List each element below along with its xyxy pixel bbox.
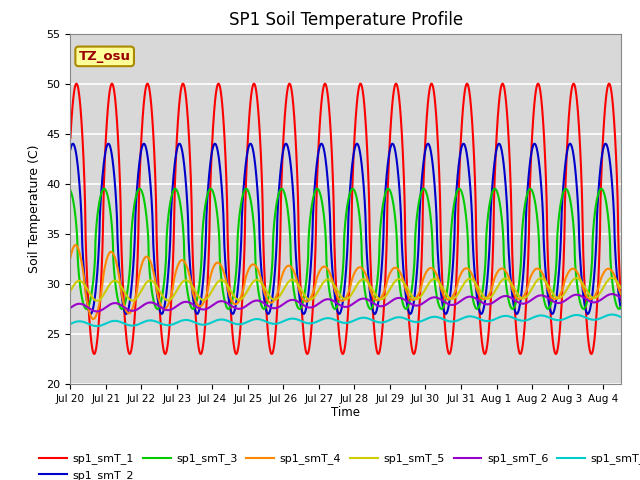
Line: sp1_smT_1: sp1_smT_1	[70, 84, 621, 354]
sp1_smT_3	[615, 306, 623, 312]
Line: sp1_smT_3: sp1_smT_3	[70, 189, 621, 309]
sp1_smT_6	[93, 309, 100, 314]
Y-axis label: Soil Temperature (C): Soil Temperature (C)	[28, 144, 41, 273]
Line: sp1_smT_7: sp1_smT_7	[70, 314, 621, 326]
sp1_smT_1	[67, 135, 74, 141]
sp1_smT_4	[72, 242, 79, 248]
Line: sp1_smT_6: sp1_smT_6	[70, 294, 621, 312]
sp1_smT_7	[166, 322, 174, 328]
sp1_smT_6	[424, 297, 432, 302]
sp1_smT_6	[166, 307, 174, 312]
sp1_smT_4	[277, 276, 285, 282]
sp1_smT_6	[67, 305, 74, 311]
sp1_smT_5	[477, 290, 485, 296]
sp1_smT_2	[424, 141, 432, 147]
sp1_smT_5	[67, 288, 74, 294]
sp1_smT_3	[67, 188, 74, 193]
sp1_smT_7	[519, 318, 527, 324]
sp1_smT_3	[424, 199, 432, 204]
sp1_smT_5	[617, 285, 625, 291]
sp1_smT_3	[477, 296, 485, 302]
sp1_smT_1	[424, 95, 432, 101]
Line: sp1_smT_4: sp1_smT_4	[70, 245, 621, 319]
sp1_smT_5	[424, 281, 432, 287]
Line: sp1_smT_5: sp1_smT_5	[70, 278, 621, 301]
sp1_smT_2	[104, 141, 112, 146]
sp1_smT_5	[608, 275, 616, 281]
Legend: sp1_smT_1, sp1_smT_2, sp1_smT_3, sp1_smT_4, sp1_smT_5, sp1_smT_6, sp1_smT_7: sp1_smT_1, sp1_smT_2, sp1_smT_3, sp1_smT…	[35, 449, 640, 480]
X-axis label: Time: Time	[331, 407, 360, 420]
sp1_smT_2	[442, 311, 449, 317]
sp1_smT_7	[277, 320, 285, 325]
sp1_smT_5	[519, 296, 527, 301]
sp1_smT_3	[617, 304, 625, 310]
sp1_smT_7	[397, 314, 404, 320]
sp1_smT_1	[477, 333, 485, 339]
sp1_smT_1	[397, 112, 404, 118]
sp1_smT_1	[90, 351, 98, 357]
sp1_smT_6	[608, 291, 616, 297]
sp1_smT_1	[617, 297, 625, 303]
sp1_smT_5	[277, 291, 285, 297]
sp1_smT_3	[277, 186, 285, 192]
sp1_smT_1	[428, 81, 435, 86]
sp1_smT_7	[424, 315, 432, 321]
sp1_smT_1	[166, 310, 174, 316]
sp1_smT_5	[397, 276, 404, 282]
sp1_smT_2	[166, 229, 174, 235]
sp1_smT_7	[617, 314, 625, 320]
sp1_smT_7	[608, 312, 616, 317]
sp1_smT_2	[277, 166, 285, 171]
sp1_smT_4	[167, 295, 175, 300]
sp1_smT_4	[90, 316, 97, 322]
sp1_smT_5	[93, 298, 101, 304]
sp1_smT_6	[277, 303, 285, 309]
sp1_smT_2	[617, 305, 625, 311]
sp1_smT_6	[397, 295, 404, 301]
sp1_smT_3	[349, 186, 356, 192]
Line: sp1_smT_2: sp1_smT_2	[70, 144, 621, 314]
sp1_smT_6	[477, 299, 485, 305]
sp1_smT_4	[477, 295, 485, 301]
sp1_smT_1	[519, 339, 527, 345]
sp1_smT_2	[477, 311, 485, 317]
sp1_smT_6	[519, 301, 527, 307]
sp1_smT_4	[617, 291, 625, 297]
sp1_smT_4	[67, 255, 74, 261]
sp1_smT_2	[67, 146, 74, 152]
Text: TZ_osu: TZ_osu	[79, 50, 131, 63]
sp1_smT_6	[617, 295, 625, 301]
sp1_smT_4	[397, 271, 404, 276]
sp1_smT_4	[519, 294, 527, 300]
Title: SP1 Soil Temperature Profile: SP1 Soil Temperature Profile	[228, 11, 463, 29]
sp1_smT_7	[93, 323, 100, 329]
sp1_smT_7	[67, 321, 74, 327]
sp1_smT_1	[277, 204, 285, 209]
sp1_smT_3	[397, 289, 404, 295]
sp1_smT_4	[425, 266, 433, 272]
sp1_smT_2	[397, 205, 404, 211]
sp1_smT_3	[519, 217, 527, 223]
sp1_smT_5	[166, 297, 174, 302]
sp1_smT_3	[166, 199, 174, 205]
sp1_smT_2	[519, 273, 527, 278]
sp1_smT_7	[477, 317, 485, 323]
